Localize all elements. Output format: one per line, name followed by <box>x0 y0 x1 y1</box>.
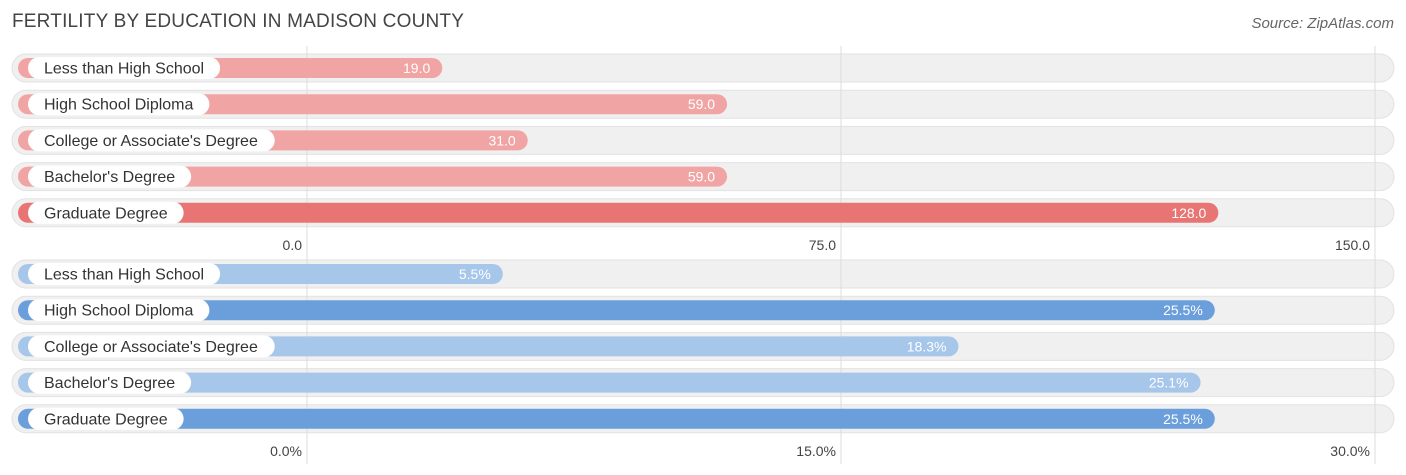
category-label: High School Diploma <box>44 97 194 114</box>
category-label: Less than High School <box>44 267 204 284</box>
bar <box>18 372 1201 393</box>
value-label: 59.0 <box>688 96 715 112</box>
category-label: Less than High School <box>44 61 204 78</box>
tick-label: 30.0% <box>1330 443 1370 459</box>
chart-title: FERTILITY BY EDUCATION IN MADISON COUNTY <box>12 11 465 32</box>
category-pill <box>28 371 192 394</box>
category-pill <box>28 93 210 116</box>
bar <box>18 300 1215 321</box>
tick-label: 15.0% <box>796 443 836 459</box>
bar <box>18 408 1215 429</box>
category-pill <box>28 407 184 430</box>
category-pill <box>28 335 275 358</box>
category-label: High School Diploma <box>44 303 194 320</box>
category-label: Graduate Degree <box>44 411 168 428</box>
bar <box>18 202 1219 223</box>
value-label: 59.0 <box>688 169 715 185</box>
bar <box>18 166 728 187</box>
category-label: Bachelor's Degree <box>44 375 175 392</box>
category-pill <box>28 263 221 285</box>
chart-source: Source: ZipAtlas.com <box>1251 15 1394 32</box>
tick-label: 0.0% <box>270 443 302 459</box>
value-label: 25.1% <box>1149 375 1189 391</box>
category-pill <box>28 299 210 322</box>
value-label: 25.5% <box>1163 302 1203 318</box>
tick-label: 150.0 <box>1335 237 1370 253</box>
value-label: 18.3% <box>907 338 947 354</box>
category-label: Bachelor's Degree <box>44 169 175 186</box>
category-pill <box>28 201 184 224</box>
category-label: Graduate Degree <box>44 205 168 222</box>
value-label: 31.0 <box>488 132 515 148</box>
value-label: 5.5% <box>459 266 491 282</box>
value-label: 25.5% <box>1163 411 1203 427</box>
category-pill <box>28 57 221 79</box>
category-label: College or Associate's Degree <box>44 339 258 356</box>
tick-label: 0.0 <box>283 237 303 253</box>
category-pill <box>28 129 275 152</box>
category-label: College or Associate's Degree <box>44 133 258 150</box>
tick-label: 75.0 <box>809 237 836 253</box>
value-label: 19.0 <box>403 60 430 76</box>
category-pill <box>28 165 192 188</box>
value-label: 128.0 <box>1171 205 1206 221</box>
